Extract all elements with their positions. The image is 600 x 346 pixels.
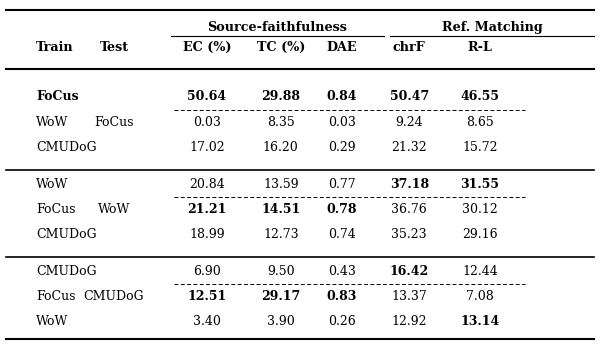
Text: 6.90: 6.90 bbox=[193, 265, 221, 278]
Text: 9.50: 9.50 bbox=[267, 265, 295, 278]
Text: 0.03: 0.03 bbox=[328, 116, 356, 129]
Text: 0.03: 0.03 bbox=[193, 116, 221, 129]
Text: 18.99: 18.99 bbox=[189, 228, 225, 241]
Text: R-L: R-L bbox=[467, 41, 493, 54]
Text: 16.42: 16.42 bbox=[389, 265, 429, 278]
Text: 0.74: 0.74 bbox=[328, 228, 356, 241]
Text: TC (%): TC (%) bbox=[257, 41, 305, 54]
Text: 31.55: 31.55 bbox=[461, 177, 499, 191]
Text: 0.78: 0.78 bbox=[327, 203, 357, 216]
Text: 50.47: 50.47 bbox=[389, 90, 429, 103]
Text: 7.08: 7.08 bbox=[466, 290, 494, 303]
Text: 20.84: 20.84 bbox=[189, 177, 225, 191]
Text: FoCus: FoCus bbox=[36, 203, 76, 216]
Text: CMUDoG: CMUDoG bbox=[36, 141, 97, 154]
Text: 12.92: 12.92 bbox=[391, 315, 427, 328]
Text: 0.43: 0.43 bbox=[328, 265, 356, 278]
Text: 21.32: 21.32 bbox=[391, 141, 427, 154]
Text: 50.64: 50.64 bbox=[187, 90, 227, 103]
Text: WoW: WoW bbox=[98, 203, 130, 216]
Text: 0.29: 0.29 bbox=[328, 141, 356, 154]
Text: FoCus: FoCus bbox=[36, 290, 76, 303]
Text: 46.55: 46.55 bbox=[461, 90, 499, 103]
Text: CMUDoG: CMUDoG bbox=[83, 290, 145, 303]
Text: 0.26: 0.26 bbox=[328, 315, 356, 328]
Text: 13.37: 13.37 bbox=[391, 290, 427, 303]
Text: EC (%): EC (%) bbox=[183, 41, 231, 54]
Text: 12.51: 12.51 bbox=[187, 290, 227, 303]
Text: 30.12: 30.12 bbox=[462, 203, 498, 216]
Text: 12.73: 12.73 bbox=[263, 228, 299, 241]
Text: chrF: chrF bbox=[393, 41, 425, 54]
Text: 8.35: 8.35 bbox=[267, 116, 295, 129]
Text: 3.40: 3.40 bbox=[193, 315, 221, 328]
Text: 29.17: 29.17 bbox=[261, 290, 301, 303]
Text: 29.88: 29.88 bbox=[262, 90, 301, 103]
Text: 12.44: 12.44 bbox=[462, 265, 498, 278]
Text: FoCus: FoCus bbox=[36, 90, 79, 103]
Text: WoW: WoW bbox=[36, 315, 68, 328]
Text: 14.51: 14.51 bbox=[261, 203, 301, 216]
Text: 21.21: 21.21 bbox=[187, 203, 227, 216]
Text: CMUDoG: CMUDoG bbox=[36, 228, 97, 241]
Text: CMUDoG: CMUDoG bbox=[36, 265, 97, 278]
Text: WoW: WoW bbox=[36, 177, 68, 191]
Text: 17.02: 17.02 bbox=[189, 141, 225, 154]
Text: 35.23: 35.23 bbox=[391, 228, 427, 241]
Text: 36.76: 36.76 bbox=[391, 203, 427, 216]
Text: 13.59: 13.59 bbox=[263, 177, 299, 191]
Text: 9.24: 9.24 bbox=[395, 116, 423, 129]
Text: 29.16: 29.16 bbox=[462, 228, 498, 241]
Text: FoCus: FoCus bbox=[94, 116, 134, 129]
Text: Test: Test bbox=[100, 41, 128, 54]
Text: WoW: WoW bbox=[36, 116, 68, 129]
Text: Source-faithfulness: Source-faithfulness bbox=[208, 21, 347, 34]
Text: 37.18: 37.18 bbox=[389, 177, 429, 191]
Text: Train: Train bbox=[36, 41, 74, 54]
Text: 16.20: 16.20 bbox=[263, 141, 299, 154]
Text: 0.77: 0.77 bbox=[328, 177, 356, 191]
Text: 0.84: 0.84 bbox=[327, 90, 357, 103]
Text: 8.65: 8.65 bbox=[466, 116, 494, 129]
Text: Ref. Matching: Ref. Matching bbox=[442, 21, 542, 34]
Text: 15.72: 15.72 bbox=[462, 141, 498, 154]
Text: 13.14: 13.14 bbox=[460, 315, 500, 328]
Text: 0.83: 0.83 bbox=[327, 290, 357, 303]
Text: DAE: DAE bbox=[327, 41, 357, 54]
Text: 3.90: 3.90 bbox=[267, 315, 295, 328]
